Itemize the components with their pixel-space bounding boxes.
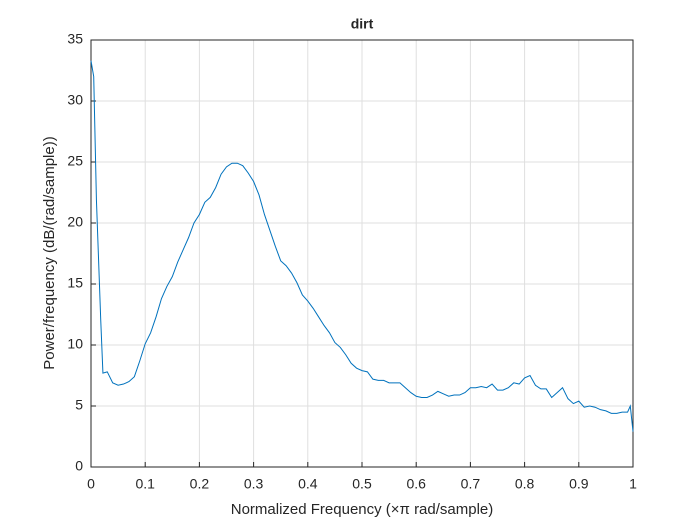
x-tick-label: 0.2: [190, 476, 210, 492]
chart-title: dirt: [351, 16, 374, 32]
x-axis-label: Normalized Frequency (×π rad/sample): [231, 501, 494, 518]
x-tick-label: 0.9: [569, 476, 589, 492]
y-tick-label: 30: [67, 92, 83, 108]
y-tick-label: 15: [67, 275, 83, 291]
y-tick-label: 20: [67, 214, 83, 230]
y-tick-label: 35: [67, 31, 83, 47]
x-tick-label: 0: [87, 476, 95, 492]
x-tick-label: 0.6: [406, 476, 426, 492]
axes-box: [90, 39, 634, 468]
y-tick-label: 5: [75, 397, 83, 413]
y-tick-label: 10: [67, 336, 83, 352]
x-tick-label: 0.7: [461, 476, 481, 492]
x-tick-label: 0.4: [298, 476, 318, 492]
x-tick-label: 0.8: [515, 476, 535, 492]
y-tick-label: 25: [67, 153, 83, 169]
y-axis-label: Power/frequency (dB/(rad/sample)): [41, 136, 58, 369]
x-tick-label: 0.5: [352, 476, 372, 492]
x-tick-label: 0.3: [244, 476, 264, 492]
x-tick-label: 1: [629, 476, 637, 492]
x-tick-label: 0.1: [135, 476, 155, 492]
y-tick-label: 0: [75, 458, 83, 474]
data-line: [90, 60, 634, 432]
